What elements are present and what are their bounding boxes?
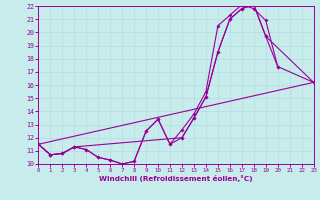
X-axis label: Windchill (Refroidissement éolien,°C): Windchill (Refroidissement éolien,°C) xyxy=(99,175,253,182)
